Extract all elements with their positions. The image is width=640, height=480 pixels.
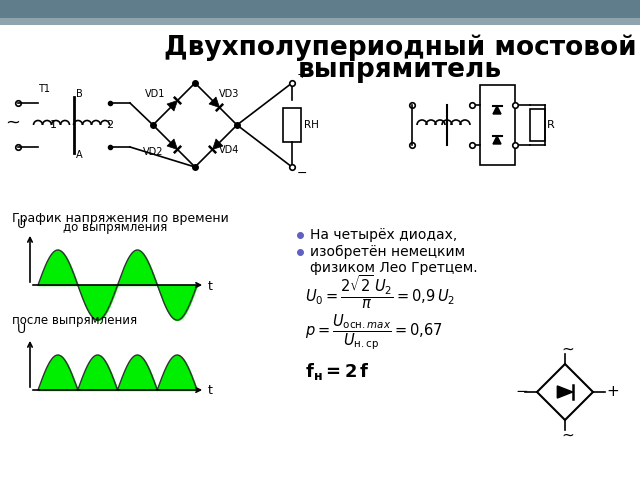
Text: R: R <box>547 120 555 130</box>
Text: изобретён немецким: изобретён немецким <box>310 245 465 259</box>
Text: выпрямитель: выпрямитель <box>298 57 502 83</box>
Text: T1: T1 <box>38 84 50 94</box>
Text: График напряжения по времени: График напряжения по времени <box>12 212 228 225</box>
Polygon shape <box>209 97 220 108</box>
Text: физиком Лео Гретцем.: физиком Лео Гретцем. <box>310 261 477 275</box>
Text: t: t <box>208 384 213 397</box>
Text: ~: ~ <box>561 342 573 357</box>
Text: VD2: VD2 <box>143 147 163 157</box>
Text: RH: RH <box>304 120 319 130</box>
Text: $\mathbf{f_н = 2\,f}$: $\mathbf{f_н = 2\,f}$ <box>305 361 370 383</box>
Text: B: B <box>76 89 83 99</box>
Text: A: A <box>76 150 83 160</box>
Text: до выпрямления: до выпрямления <box>63 221 167 234</box>
FancyBboxPatch shape <box>480 85 515 165</box>
Text: 2: 2 <box>106 120 113 130</box>
Text: U: U <box>17 218 26 231</box>
Text: 1: 1 <box>50 120 57 130</box>
FancyBboxPatch shape <box>0 25 640 480</box>
FancyBboxPatch shape <box>530 109 545 141</box>
FancyBboxPatch shape <box>0 0 640 18</box>
Polygon shape <box>537 364 593 420</box>
Polygon shape <box>167 139 177 149</box>
Polygon shape <box>493 136 501 144</box>
Text: U: U <box>17 323 26 336</box>
Text: VD3: VD3 <box>219 89 239 99</box>
Polygon shape <box>167 100 177 111</box>
Polygon shape <box>212 139 223 149</box>
FancyBboxPatch shape <box>283 108 301 142</box>
Polygon shape <box>493 106 501 114</box>
Text: VD4: VD4 <box>219 145 239 155</box>
Text: +: + <box>606 384 619 399</box>
Text: Двухполупериодный мостовой: Двухполупериодный мостовой <box>164 35 636 61</box>
Text: На четырёх диодах,: На четырёх диодах, <box>310 228 457 242</box>
Text: −: − <box>515 384 528 399</box>
Text: ~: ~ <box>561 428 573 443</box>
Polygon shape <box>557 386 573 398</box>
Text: t: t <box>208 279 213 292</box>
Text: ~: ~ <box>5 114 20 132</box>
Text: $p = \dfrac{U_{\mathrm{осн.}max}}{U_{\mathrm{н.ср}}} = 0{,}67$: $p = \dfrac{U_{\mathrm{осн.}max}}{U_{\ma… <box>305 312 443 352</box>
Text: $U_0 = \dfrac{2\sqrt{2}\,U_2}{\pi} = 0{,}9\,U_2$: $U_0 = \dfrac{2\sqrt{2}\,U_2}{\pi} = 0{,… <box>305 274 455 311</box>
Text: после выпрямления: после выпрямления <box>12 314 138 327</box>
Text: +: + <box>297 68 308 81</box>
Text: VD1: VD1 <box>145 89 165 99</box>
Text: −: − <box>297 167 307 180</box>
FancyBboxPatch shape <box>0 18 640 25</box>
